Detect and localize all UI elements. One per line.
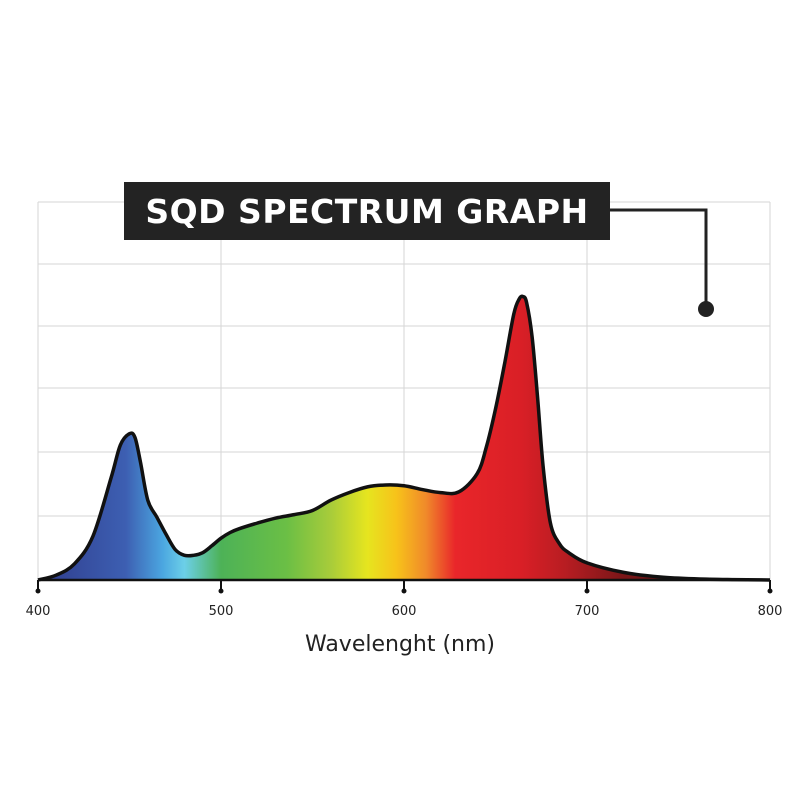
x-tick-dot [584,588,590,594]
chart-title: SQD SPECTRUM GRAPH [145,191,589,231]
x-tick-label: 600 [391,604,417,619]
x-tick-dot [401,588,407,594]
x-tick-dot [218,588,224,594]
callout-dot [698,301,714,317]
x-tick-label: 500 [208,604,234,619]
x-axis-title: Wavelenght (nm) [304,632,496,657]
spectrum-outline [37,294,771,582]
callout-connector [610,208,708,308]
x-ticks [35,580,773,594]
spectrum-area [38,296,770,580]
x-tick-dot [35,588,41,594]
chart-title-box: SQD SPECTRUM GRAPH [124,182,610,240]
x-tick-label: 400 [25,604,51,619]
x-tick-label: 700 [574,604,600,619]
x-tick-dot [767,588,773,594]
x-tick-label: 800 [757,604,783,619]
